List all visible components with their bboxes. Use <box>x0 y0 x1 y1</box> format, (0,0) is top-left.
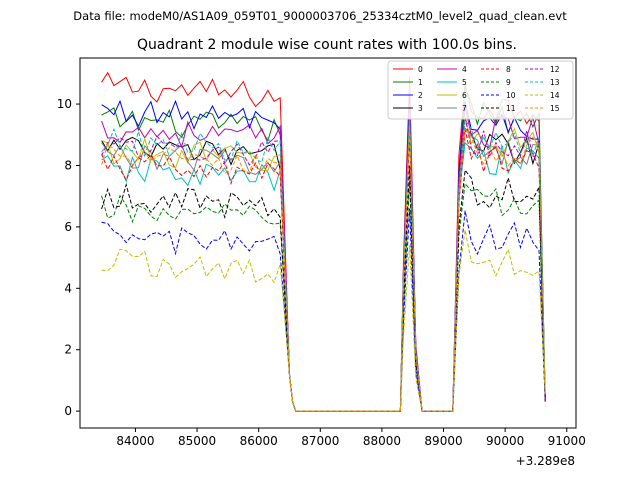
series-line-9 <box>101 180 546 412</box>
legend-label-11: 11 <box>506 104 516 113</box>
legend-label-14: 14 <box>550 91 560 100</box>
chart-suptitle: Data file: modeM0/AS1A09_059T01_90000037… <box>73 9 567 23</box>
legend-label-4: 4 <box>462 65 467 74</box>
series-line-1 <box>101 86 546 412</box>
plot-frame <box>79 57 577 429</box>
legend-label-7: 7 <box>462 104 467 113</box>
y-tick-label: 4 <box>64 281 72 295</box>
legend-label-6: 6 <box>462 91 467 100</box>
x-offset-label: +3.289e8 <box>516 454 575 468</box>
x-axis: 84000 85000 86000 87000 88000 89000 90000 91000 <box>116 428 586 448</box>
y-tick-label: 0 <box>64 404 72 418</box>
x-tick-label: 90000 <box>486 434 524 448</box>
y-tick-label: 10 <box>57 97 72 111</box>
series-line-11 <box>101 165 546 412</box>
x-tick-label: 87000 <box>301 434 339 448</box>
series-line-12 <box>101 117 546 412</box>
legend-label-3: 3 <box>418 104 423 113</box>
legend-label-1: 1 <box>418 78 423 87</box>
x-tick-label: 91000 <box>548 434 586 448</box>
x-tick-label: 86000 <box>240 434 278 448</box>
legend-box <box>387 60 574 120</box>
y-axis: 0 2 4 6 8 10 <box>57 97 80 418</box>
legend-label-2: 2 <box>418 91 423 100</box>
legend-label-9: 9 <box>506 78 511 87</box>
series-line-0 <box>101 71 546 412</box>
legend-label-0: 0 <box>418 65 423 74</box>
legend-label-8: 8 <box>506 65 511 74</box>
x-tick-label: 89000 <box>424 434 462 448</box>
legend-label-12: 12 <box>550 65 560 74</box>
series-line-8 <box>101 128 546 412</box>
series-line-10 <box>101 208 546 412</box>
chart-title: Quadrant 2 module wise count rates with … <box>137 37 517 53</box>
legend-label-15: 15 <box>550 104 560 113</box>
x-tick-label: 84000 <box>116 434 154 448</box>
y-tick-label: 2 <box>64 343 72 357</box>
legend-label-10: 10 <box>506 91 516 100</box>
series-line-7 <box>101 122 546 412</box>
series-layer <box>101 71 546 412</box>
x-tick-label: 85000 <box>178 434 216 448</box>
series-line-14 <box>101 229 546 412</box>
series-line-5 <box>101 128 546 412</box>
series-line-4 <box>101 104 546 412</box>
legend-label-5: 5 <box>462 78 467 87</box>
x-tick-label: 88000 <box>363 434 401 448</box>
legend-label-13: 13 <box>550 78 560 87</box>
y-tick-label: 6 <box>64 220 72 234</box>
y-tick-label: 8 <box>64 158 72 172</box>
series-line-13 <box>101 113 546 412</box>
